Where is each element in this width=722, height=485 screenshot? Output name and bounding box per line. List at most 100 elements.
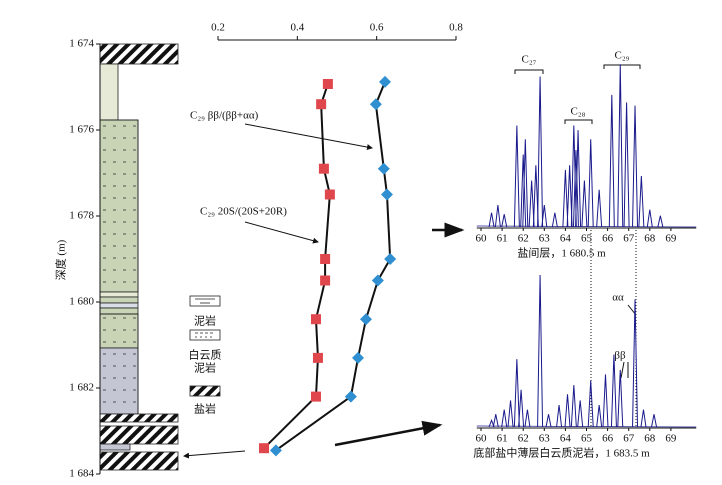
peak: [501, 409, 508, 428]
peak: [522, 139, 529, 228]
peak: [608, 94, 615, 228]
y-tick-label: 1 674: [69, 38, 94, 50]
x-tick-label: 66: [602, 433, 614, 445]
y-axis-label: 深度 (m): [54, 239, 68, 280]
y-tick-label: 1 676: [69, 124, 94, 136]
peak: [577, 400, 584, 428]
peak: [617, 64, 624, 228]
x-tick-label: 60: [476, 233, 488, 245]
peak: [564, 394, 571, 428]
peak: [528, 180, 535, 228]
peak: [494, 204, 501, 228]
x-tick-label: 63: [539, 433, 551, 445]
point: [377, 162, 390, 175]
peak: [562, 169, 569, 228]
peak: [488, 212, 495, 228]
peak: [657, 215, 664, 228]
caption: 底部盐中薄层白云质泥岩，1 683.5 m: [473, 446, 650, 460]
y-tick-label: 1 678: [69, 210, 94, 222]
peak-label: ββ: [614, 350, 626, 362]
lithology-legend-label: 泥岩: [194, 361, 216, 375]
peak: [596, 404, 603, 428]
peak: [513, 125, 520, 228]
series-label: C₂₉ 20S/(20S+20R): [200, 206, 287, 218]
point: [378, 75, 391, 88]
peak: [537, 274, 544, 428]
peak-label: C₂₇: [521, 54, 536, 66]
y-tick-label: 1 682: [69, 382, 94, 394]
peak: [575, 130, 582, 228]
x-tick-label: 0.8: [449, 22, 463, 34]
lithology-legend-label: 盐岩: [194, 402, 216, 416]
point: [380, 188, 393, 201]
y-tick-label: 1 684: [69, 468, 94, 480]
point: [316, 99, 327, 110]
point: [269, 444, 282, 457]
peak: [646, 209, 653, 228]
point: [310, 314, 321, 325]
peak: [551, 212, 558, 228]
x-tick-label: 60: [476, 433, 488, 445]
lithology-legend-label: 泥岩: [194, 314, 216, 328]
peak: [537, 76, 544, 228]
peak: [541, 204, 548, 228]
peak: [596, 189, 603, 228]
x-tick-label: 65: [581, 433, 593, 445]
point: [369, 98, 382, 111]
point: [320, 275, 331, 286]
x-tick-label: 69: [665, 233, 677, 245]
peak: [520, 154, 527, 228]
point: [312, 352, 323, 363]
peak: [545, 414, 552, 428]
x-tick-label: 65: [581, 233, 593, 245]
x-tick-label: 63: [539, 233, 551, 245]
peak: [640, 409, 647, 428]
peak: [572, 149, 579, 228]
peak: [513, 359, 520, 428]
x-tick-label: 67: [623, 233, 635, 245]
point: [318, 163, 329, 174]
x-tick-label: 61: [497, 433, 508, 445]
peak: [632, 299, 639, 428]
peak: [492, 414, 499, 428]
point: [310, 391, 321, 402]
peak: [632, 105, 639, 228]
point: [344, 390, 357, 403]
peak: [638, 175, 645, 228]
point: [320, 254, 331, 264]
point: [259, 443, 270, 454]
x-tick-label: 0.4: [290, 22, 304, 34]
baseline-noise: [476, 425, 697, 428]
x-tick-label: 69: [665, 433, 677, 445]
point: [359, 313, 372, 326]
lithology-column: [99, 43, 179, 471]
arrows: [183, 64, 641, 459]
x-tick-label: 62: [518, 433, 529, 445]
lithology-legend-swatches: [189, 295, 221, 397]
peak: [602, 374, 609, 428]
series-line: [263, 83, 331, 449]
peak: [610, 354, 617, 428]
peak: [587, 380, 594, 428]
lithology-legend-label: 白云质: [189, 348, 222, 362]
peak: [570, 125, 577, 228]
peak: [623, 102, 630, 228]
peak: [651, 414, 658, 428]
point: [352, 351, 365, 364]
x-tick-label: 62: [518, 233, 529, 245]
peak-label: C₂₉: [614, 50, 629, 62]
peak: [524, 409, 531, 428]
point: [371, 274, 384, 287]
x-tick-label: 66: [602, 233, 614, 245]
peak: [518, 389, 525, 428]
point: [324, 189, 335, 200]
series-line: [275, 81, 392, 452]
peak: [570, 385, 577, 428]
point: [384, 253, 397, 265]
x-tick-label: 0.2: [211, 22, 225, 34]
peak: [617, 369, 624, 428]
y-tick-label: 1 680: [69, 296, 94, 308]
series-label: C₂₉ ββ/(ββ+αα): [190, 110, 259, 122]
peak-label: C₂₈: [570, 106, 585, 118]
peak: [587, 139, 594, 228]
